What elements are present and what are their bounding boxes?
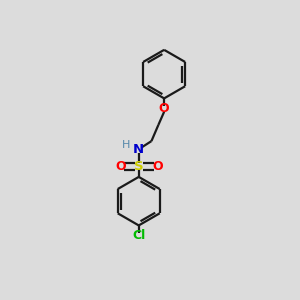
Text: O: O — [159, 102, 170, 115]
Text: O: O — [115, 160, 126, 173]
Text: S: S — [134, 160, 143, 173]
Text: N: N — [133, 143, 144, 156]
Text: Cl: Cl — [132, 229, 146, 242]
Text: H: H — [122, 140, 130, 150]
Text: O: O — [152, 160, 163, 173]
